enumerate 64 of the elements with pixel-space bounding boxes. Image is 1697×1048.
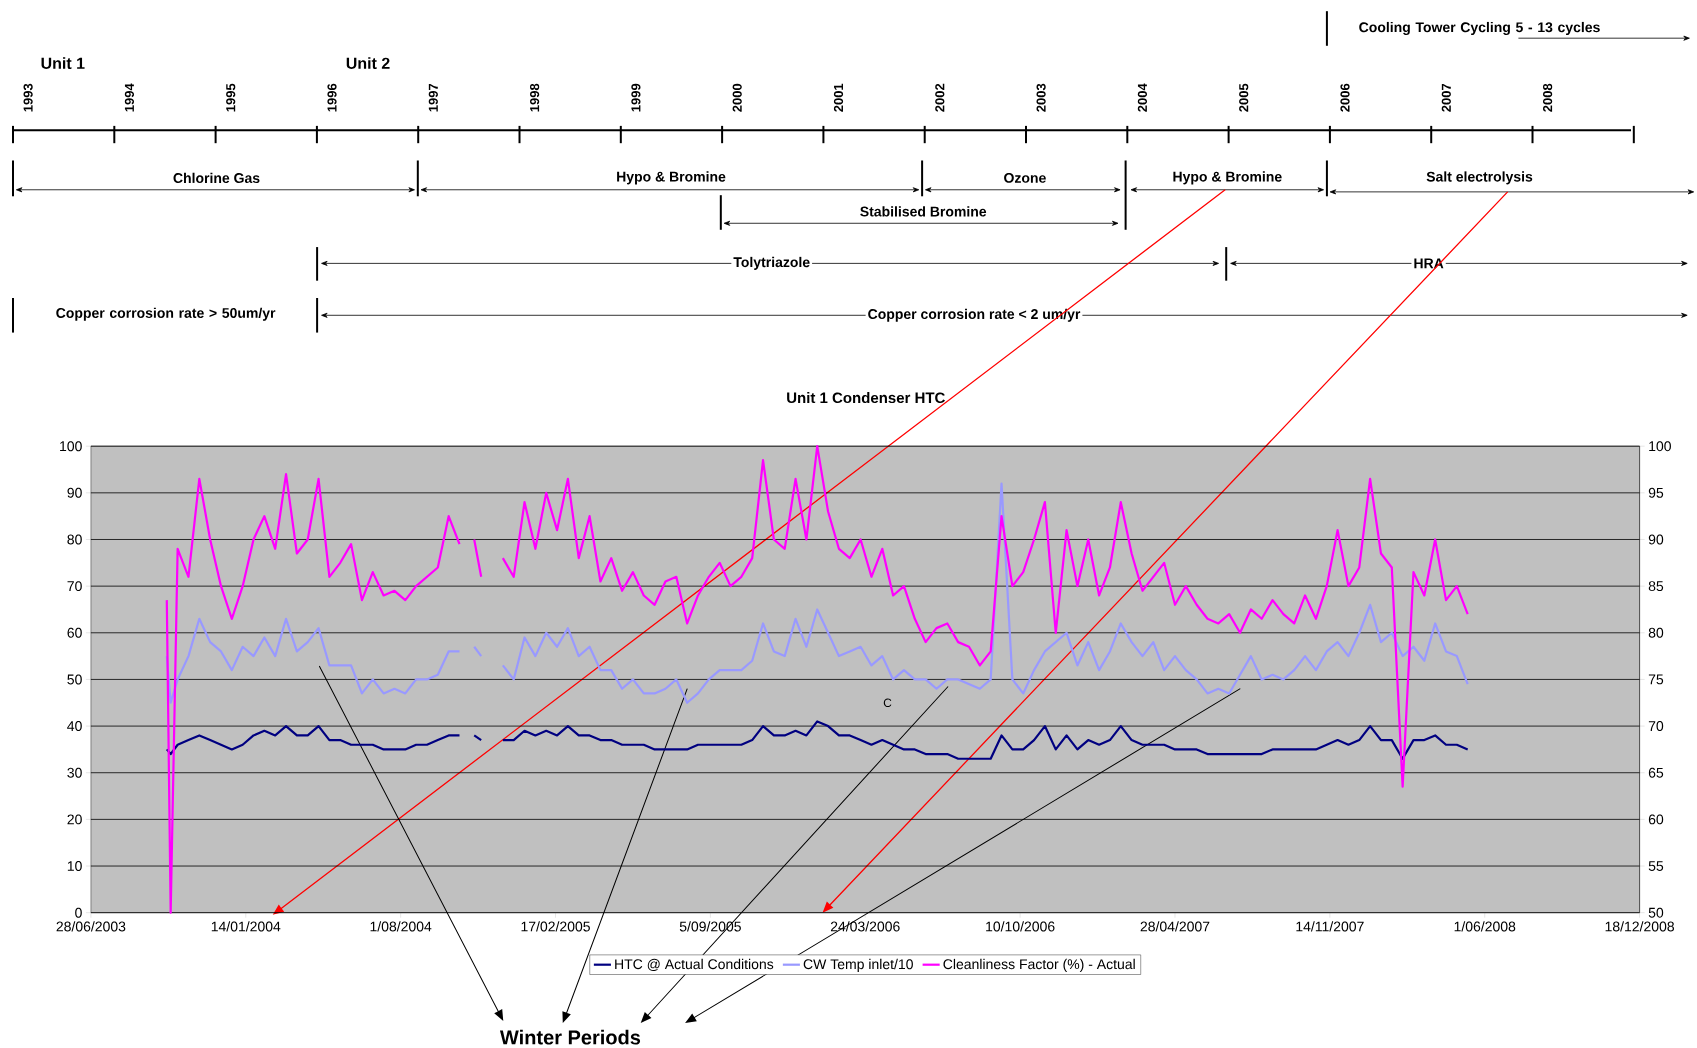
legend-label: CW Temp inlet/10 <box>803 958 913 972</box>
text: Chlorine Gas <box>173 172 260 184</box>
y-tick-label: 30 <box>67 767 82 778</box>
y2-tick-label: 70 <box>1648 721 1664 732</box>
y2-tick-label: 60 <box>1648 814 1664 825</box>
text: 2008 <box>1543 83 1553 112</box>
text: 1994 <box>124 83 135 112</box>
y-tick-label: 80 <box>67 534 82 545</box>
text: Cooling Tower Cycling 5 - 13 cycles <box>1359 21 1600 36</box>
text: 2006 <box>1340 83 1350 112</box>
y-tick-label: 50 <box>67 674 82 685</box>
text: Copper corrosion rate > 50um/yr <box>56 307 276 321</box>
x-tick-label: 18/12/2008 <box>1605 921 1675 932</box>
x-tick-label: 1/08/2004 <box>370 921 432 932</box>
x-tick-label: 1/06/2008 <box>1454 921 1516 932</box>
x-tick-label: 14/11/2007 <box>1296 921 1364 932</box>
y2-tick-label: 50 <box>1648 907 1664 918</box>
text: 2000 <box>732 83 742 112</box>
y-tick-label: 10 <box>67 861 82 871</box>
x-tick-label: 14/01/2004 <box>211 921 281 932</box>
text: Tolytriazole <box>733 256 810 270</box>
y2-tick-label: 55 <box>1648 861 1664 871</box>
annotation: C <box>883 698 892 708</box>
text: 2003 <box>1036 83 1046 112</box>
text: Hypo & Bromine <box>1173 171 1282 185</box>
text: 1997 <box>428 83 438 112</box>
text: 2002 <box>935 83 945 112</box>
x-tick-label: 28/06/2003 <box>56 921 126 932</box>
text: 1998 <box>530 83 540 112</box>
y2-tick-label: 95 <box>1648 487 1664 498</box>
text: 2004 <box>1137 83 1148 112</box>
text: Unit 1 <box>41 57 85 69</box>
x-tick-label: 10/10/2006 <box>986 921 1055 932</box>
legend-label: HTC @ Actual Conditions <box>615 958 774 971</box>
y2-tick-label: 65 <box>1648 767 1664 778</box>
chart-title: Unit 1 Condenser HTC <box>787 392 945 404</box>
text: 2005 <box>1239 83 1249 112</box>
y2-tick-label: 90 <box>1648 534 1664 545</box>
y-tick-label: 100 <box>60 441 82 452</box>
y2-tick-label: 80 <box>1648 627 1664 638</box>
text: Salt electrolysis <box>1426 171 1533 185</box>
text: Winter Periods <box>499 1029 641 1045</box>
y-tick-label: 60 <box>67 627 82 638</box>
text: Stabilised Bromine <box>860 206 987 217</box>
y-tick-label: 90 <box>67 487 82 498</box>
legend-label: Cleanliness Factor (%) - Actual <box>943 958 1135 972</box>
y-tick-label: 40 <box>67 721 82 732</box>
text: Ozone <box>1004 172 1046 183</box>
y-tick-label: 20 <box>67 814 82 825</box>
text: 1995 <box>226 83 236 112</box>
text: 1999 <box>631 83 641 112</box>
y2-tick-label: 85 <box>1648 581 1664 592</box>
y2-tick-label: 100 <box>1649 441 1671 452</box>
text: 2007 <box>1441 83 1451 112</box>
y-tick-label: 0 <box>75 907 82 918</box>
text: 2001 <box>833 83 844 112</box>
text: Hypo & Bromine <box>617 171 726 185</box>
text: 1996 <box>327 83 337 112</box>
y2-tick-label: 75 <box>1648 674 1664 685</box>
x-tick-label: 17/02/2005 <box>521 921 590 932</box>
text: 1993 <box>23 83 33 112</box>
text: Unit 2 <box>346 57 390 69</box>
y-tick-label: 70 <box>67 581 82 592</box>
x-tick-label: 28/04/2007 <box>1140 921 1210 932</box>
